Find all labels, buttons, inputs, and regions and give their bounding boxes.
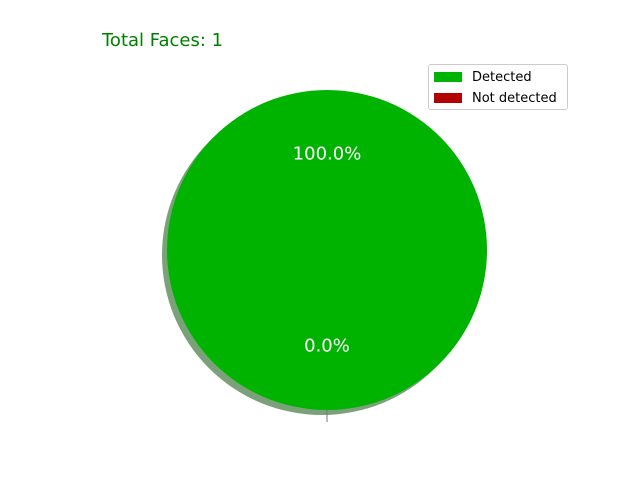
legend-entry-detected: Detected (434, 69, 532, 85)
pie-pct-label-not-detected: 0.0% (304, 336, 350, 357)
pie-slice-layer (167, 90, 487, 410)
legend-swatch-detected (434, 72, 462, 82)
pie-label-layer: 100.0% 0.0% (293, 144, 362, 357)
chart-title: Total Faces: 1 (102, 30, 224, 51)
pie-slice-detected (167, 90, 487, 410)
pie-pct-label-detected: 100.0% (293, 144, 362, 165)
legend-entry-not-detected: Not detected (434, 90, 557, 106)
legend-label-detected: Detected (472, 69, 532, 85)
legend-label-not-detected: Not detected (472, 90, 557, 106)
legend-swatch-not-detected (434, 93, 462, 103)
chart-legend: Detected Not detected (428, 64, 568, 110)
